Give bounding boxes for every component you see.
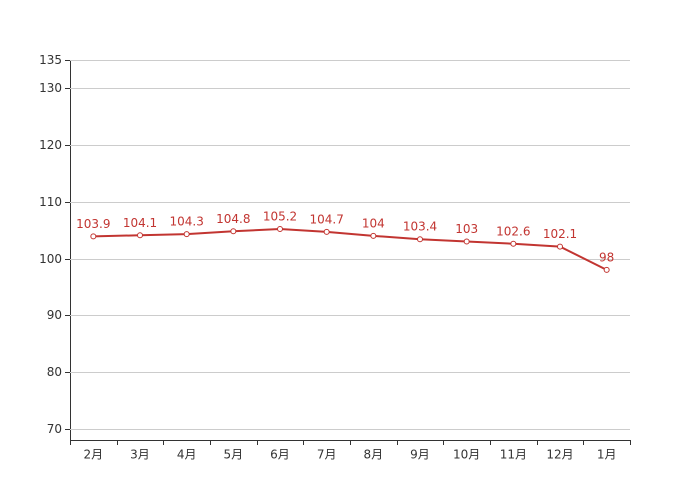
data-label: 98 (599, 250, 614, 264)
data-point (183, 231, 190, 238)
data-label: 104.1 (123, 216, 157, 230)
y-tick-label: 70 (47, 422, 62, 436)
x-tick-label: 3月 (130, 448, 150, 462)
data-point (230, 228, 237, 235)
y-tick-label: 110 (39, 195, 62, 209)
data-label: 103 (455, 222, 478, 236)
data-point (417, 236, 423, 243)
x-tick-label: 1月 (597, 448, 617, 462)
data-label: 105.2 (263, 210, 297, 224)
data-label: 104.3 (169, 215, 203, 229)
y-tick-label: 80 (47, 365, 62, 379)
data-point (463, 238, 470, 245)
data-label: 102.1 (543, 227, 577, 241)
data-label: 103.4 (403, 220, 437, 234)
y-tick-label: 90 (47, 308, 62, 322)
x-tick-label: 10月 (453, 448, 480, 462)
y-tick-label: 120 (39, 138, 62, 152)
data-point (557, 243, 563, 250)
data-label: 104 (362, 216, 385, 230)
x-tick-label: 5月 (224, 448, 244, 462)
x-tick-label: 6月 (270, 448, 290, 462)
y-tick-label: 135 (39, 53, 62, 67)
data-label: 103.9 (76, 217, 110, 231)
data-point (323, 228, 330, 235)
x-tick-label: 2月 (84, 448, 104, 462)
data-point (90, 233, 97, 240)
x-tick-label: 11月 (500, 448, 527, 462)
y-tick-label: 100 (39, 252, 62, 266)
data-label: 104.8 (216, 212, 250, 226)
x-tick-label: 7月 (317, 448, 337, 462)
data-point (603, 266, 610, 273)
x-tick-label: 12月 (546, 448, 573, 462)
data-point (510, 240, 517, 247)
data-point (370, 232, 377, 239)
x-tick-label: 8月 (364, 448, 384, 462)
data-point (137, 232, 143, 239)
data-label: 104.7 (309, 212, 343, 226)
data-label: 102.6 (496, 224, 530, 238)
x-tick-label: 4月 (177, 448, 197, 462)
data-line (93, 228, 608, 271)
x-tick-label: 9月 (410, 448, 430, 462)
data-point (277, 226, 283, 233)
y-tick-label: 130 (39, 81, 62, 95)
